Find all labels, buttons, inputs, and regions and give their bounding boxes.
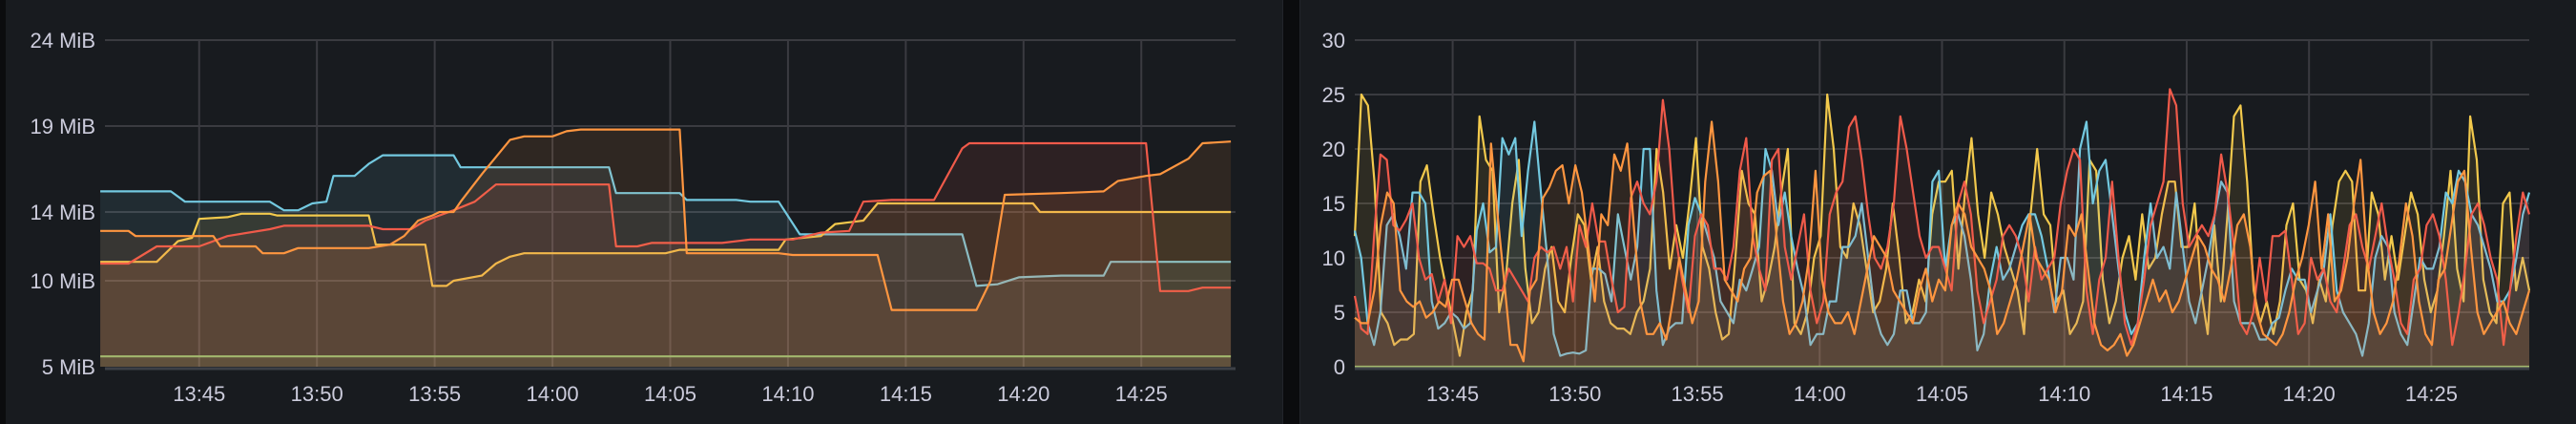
- y-tick-label: 5 MiB: [42, 355, 95, 379]
- x-tick-label: 14:00: [527, 382, 579, 406]
- panel-divider: [1283, 0, 1299, 424]
- y-tick-label: 24 MiB: [31, 29, 95, 53]
- series-group: [100, 128, 1232, 367]
- series-red-area: [1355, 89, 2529, 368]
- x-tick-label: 14:20: [2283, 382, 2336, 406]
- x-tick-label: 14:10: [761, 382, 814, 406]
- y-tick-label: 5: [1334, 301, 1345, 325]
- x-tick-label: 14:25: [1115, 382, 1168, 406]
- y-tick-label: 14 MiB: [31, 201, 95, 224]
- x-tick-label: 13:45: [173, 382, 225, 406]
- y-tick-label: 10 MiB: [31, 269, 95, 293]
- y-tick-label: 30: [1322, 29, 1345, 53]
- x-tick-label: 13:45: [1426, 382, 1479, 406]
- x-axis: 13:45 13:50 13:55 14:00 14:05 14:10 14:15 14:20…: [173, 40, 1168, 406]
- y-tick-label: 0: [1334, 355, 1345, 379]
- x-tick-label: 14:15: [2160, 382, 2212, 406]
- y-tick-label: 15: [1322, 192, 1345, 216]
- series-yellow-area: [100, 203, 1232, 367]
- series-blue-area: [1355, 121, 2529, 367]
- series-blue-line[interactable]: [1353, 120, 2531, 357]
- count-panel: 0 5 10 15 20 25 30 13:45 13:50 13:55 14:00 14:05 14:…: [1299, 0, 2576, 424]
- y-axis: 5 MiB 10 MiB 14 MiB 19 MiB 24 MiB: [31, 29, 1236, 379]
- series-red-line[interactable]: [100, 141, 1232, 292]
- memory-usage-panel: 5 MiB 10 MiB 14 MiB 19 MiB 24 MiB 13:45 13:50 1…: [6, 0, 1283, 424]
- x-tick-label: 14:25: [2405, 382, 2458, 406]
- x-tick-label: 14:15: [880, 382, 932, 406]
- x-tick-label: 13:55: [1672, 382, 1724, 406]
- series-blue-area: [100, 155, 1232, 367]
- x-tick-label: 14:05: [644, 382, 696, 406]
- y-tick-label: 25: [1322, 83, 1345, 107]
- x-tick-label: 14:05: [1916, 382, 1968, 406]
- y-tick-label: 10: [1322, 246, 1345, 270]
- y-tick-label: 19 MiB: [31, 115, 95, 138]
- x-tick-label: 13:55: [408, 382, 461, 406]
- series-blue-line[interactable]: [100, 154, 1232, 287]
- y-tick-label: 20: [1322, 138, 1345, 161]
- series-orange-line[interactable]: [100, 128, 1232, 311]
- x-tick-label: 13:50: [291, 382, 343, 406]
- count-chart[interactable]: 0 5 10 15 20 25 30 13:45 13:50 13:55 14:00 14:05 14:…: [1300, 0, 2576, 424]
- x-tick-label: 14:10: [2038, 382, 2090, 406]
- series-red-line[interactable]: [1353, 88, 2531, 347]
- x-tick-label: 13:50: [1548, 382, 1601, 406]
- series-orange-area: [100, 129, 1232, 367]
- x-tick-label: 14:20: [997, 382, 1049, 406]
- series-group: [1353, 88, 2531, 369]
- series-orange-line[interactable]: [1354, 120, 2531, 363]
- x-tick-label: 14:00: [1794, 382, 1846, 406]
- series-orange-area: [1355, 121, 2529, 367]
- series-green-area: [100, 356, 1232, 367]
- series-yellow-line[interactable]: [100, 201, 1232, 287]
